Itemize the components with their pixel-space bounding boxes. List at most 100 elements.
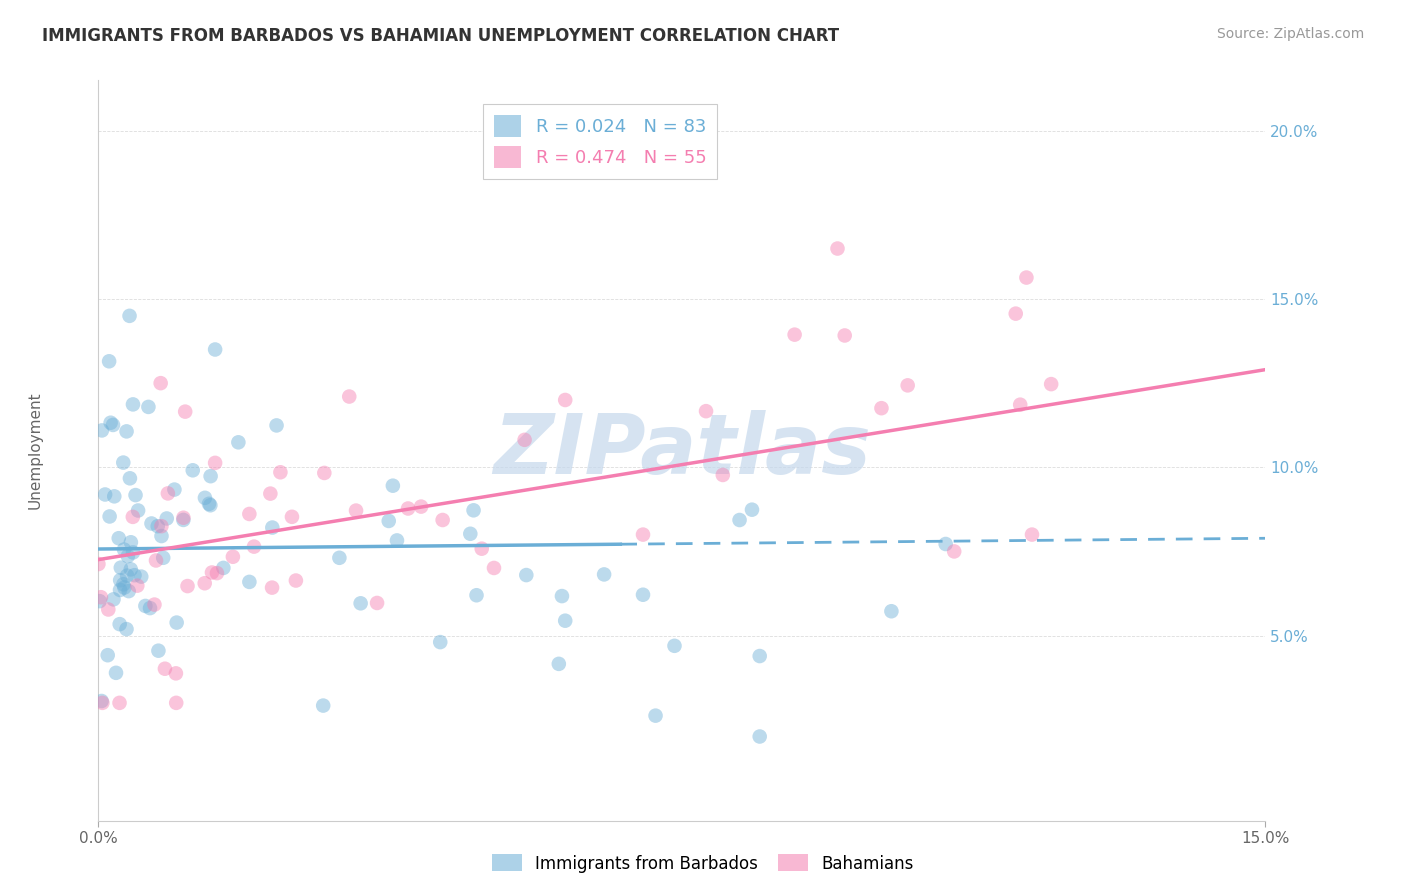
- Point: [695, 404, 717, 418]
- Point: [172, 510, 194, 524]
- Point: [482, 561, 505, 575]
- Point: [156, 511, 179, 525]
- Point: [783, 327, 806, 342]
- Point: [222, 549, 245, 564]
- Point: [204, 343, 226, 357]
- Point: [108, 696, 131, 710]
- Point: [97, 648, 120, 663]
- Point: [100, 416, 122, 430]
- Point: [163, 483, 186, 497]
- Point: [91, 696, 114, 710]
- Point: [118, 471, 141, 485]
- Point: [644, 708, 666, 723]
- Point: [112, 456, 135, 470]
- Point: [118, 584, 141, 599]
- Point: [174, 404, 197, 418]
- Point: [101, 417, 124, 432]
- Point: [90, 591, 112, 605]
- Point: [120, 562, 142, 576]
- Point: [194, 491, 217, 505]
- Point: [141, 516, 163, 531]
- Point: [103, 489, 125, 503]
- Point: [432, 513, 454, 527]
- Point: [515, 568, 537, 582]
- Point: [385, 533, 408, 548]
- Point: [711, 467, 734, 482]
- Point: [115, 622, 138, 636]
- Point: [200, 498, 222, 512]
- Point: [262, 520, 284, 534]
- Point: [145, 553, 167, 567]
- Point: [122, 545, 145, 559]
- Point: [122, 397, 145, 411]
- Point: [153, 662, 176, 676]
- Text: ZIPatlas: ZIPatlas: [494, 410, 870, 491]
- Point: [513, 433, 536, 447]
- Point: [593, 567, 616, 582]
- Point: [465, 588, 488, 602]
- Point: [121, 509, 143, 524]
- Point: [551, 589, 574, 603]
- Point: [463, 503, 485, 517]
- Point: [312, 698, 335, 713]
- Point: [94, 487, 117, 501]
- Point: [110, 560, 132, 574]
- Point: [238, 574, 260, 589]
- Point: [228, 435, 250, 450]
- Point: [87, 557, 110, 571]
- Point: [200, 469, 222, 483]
- Point: [115, 425, 138, 439]
- Point: [107, 531, 129, 545]
- Point: [90, 694, 112, 708]
- Point: [150, 519, 173, 533]
- Point: [728, 513, 751, 527]
- Point: [1010, 398, 1032, 412]
- Point: [1040, 377, 1063, 392]
- Point: [262, 581, 284, 595]
- Point: [741, 502, 763, 516]
- Point: [127, 579, 149, 593]
- Point: [205, 566, 228, 581]
- Point: [89, 594, 111, 608]
- Point: [129, 569, 152, 583]
- Point: [124, 568, 146, 582]
- Point: [943, 544, 966, 558]
- Point: [194, 576, 217, 591]
- Point: [156, 486, 179, 500]
- Point: [146, 519, 169, 533]
- Point: [471, 541, 494, 556]
- Point: [284, 574, 307, 588]
- Point: [112, 581, 135, 595]
- Point: [1004, 307, 1026, 321]
- Point: [337, 390, 360, 404]
- Point: [344, 503, 367, 517]
- Point: [748, 648, 770, 663]
- Point: [1015, 270, 1038, 285]
- Point: [134, 599, 156, 613]
- Point: [148, 643, 170, 657]
- Point: [1021, 527, 1043, 541]
- Point: [103, 592, 125, 607]
- Point: [139, 601, 162, 615]
- Point: [314, 466, 336, 480]
- Point: [554, 392, 576, 407]
- Point: [827, 242, 849, 256]
- Point: [198, 497, 221, 511]
- Text: IMMIGRANTS FROM BARBADOS VS BAHAMIAN UNEMPLOYMENT CORRELATION CHART: IMMIGRANTS FROM BARBADOS VS BAHAMIAN UNE…: [42, 27, 839, 45]
- Point: [117, 549, 139, 563]
- Point: [172, 513, 194, 527]
- Point: [118, 309, 141, 323]
- Point: [201, 566, 224, 580]
- Point: [152, 550, 174, 565]
- Point: [149, 376, 172, 391]
- Point: [165, 666, 187, 681]
- Point: [870, 401, 893, 416]
- Point: [143, 598, 166, 612]
- Point: [897, 378, 920, 392]
- Legend: R = 0.024   N = 83, R = 0.474   N = 55: R = 0.024 N = 83, R = 0.474 N = 55: [484, 104, 717, 179]
- Text: Source: ZipAtlas.com: Source: ZipAtlas.com: [1216, 27, 1364, 41]
- Point: [880, 604, 903, 618]
- Point: [547, 657, 569, 671]
- Point: [120, 535, 142, 549]
- Point: [166, 615, 188, 630]
